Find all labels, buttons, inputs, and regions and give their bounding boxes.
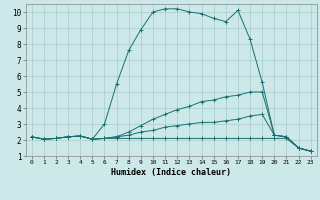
X-axis label: Humidex (Indice chaleur): Humidex (Indice chaleur) — [111, 168, 231, 177]
